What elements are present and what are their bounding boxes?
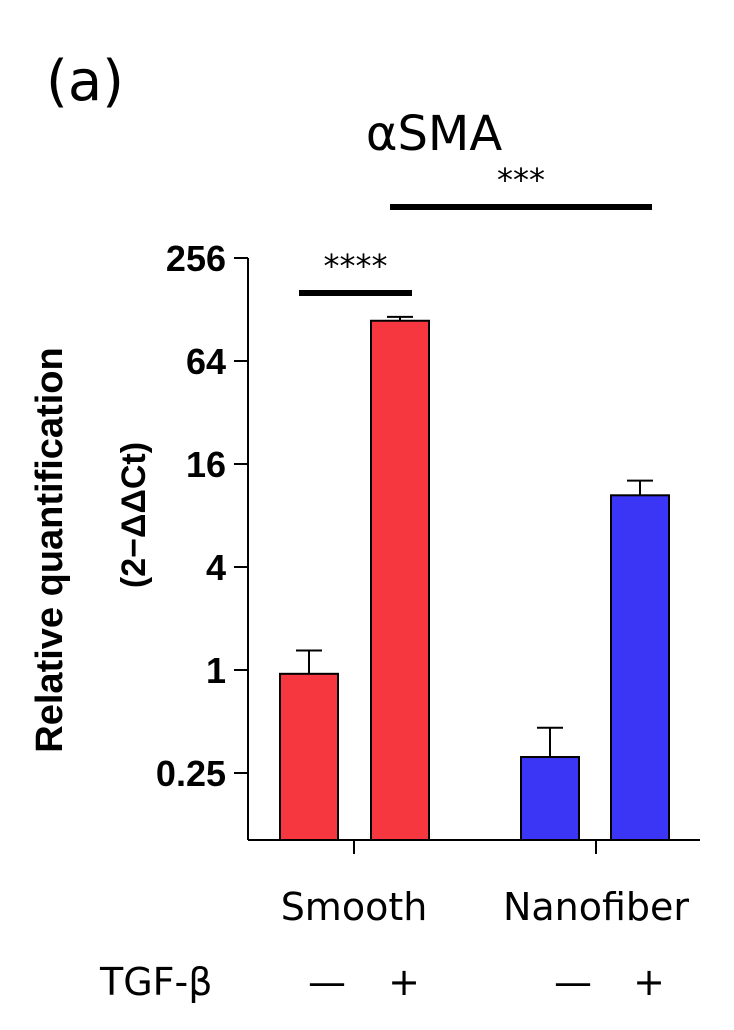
y-axis-title: Relative quantification (2−ΔΔCt) [29, 347, 153, 752]
treatment-mark-4: + [633, 960, 665, 1004]
y-tick-label: 16 [186, 444, 226, 485]
bars [279, 315, 670, 842]
bar [279, 672, 339, 841]
y-tick-label: 64 [186, 341, 226, 382]
group-label-smooth: Smooth [281, 885, 428, 929]
y-tick-label: 256 [166, 238, 226, 279]
y-axis-unit: (2−ΔΔCt) [115, 442, 153, 588]
treatment-row: TGF-β — + — + [99, 960, 665, 1004]
treatment-mark-2: + [388, 960, 420, 1004]
y-tick-label: 4 [206, 547, 226, 588]
x-axis [248, 839, 700, 854]
bar [520, 756, 580, 841]
significance-brackets: ******* [299, 161, 652, 296]
bar [610, 494, 670, 841]
y-axis: 0.25 1 4 16 64 256 [156, 238, 249, 840]
y-axis-label: Relative quantification [29, 347, 71, 752]
group-label-nanofiber: Nanofiber [503, 885, 689, 929]
significance-label: **** [324, 247, 388, 285]
y-tick-label: 0.25 [156, 753, 226, 794]
treatment-label: TGF-β [99, 960, 212, 1004]
group-labels: Smooth Nanofiber [281, 885, 690, 929]
panel-label: (a) [46, 49, 124, 114]
bar [370, 319, 430, 842]
chart-title: αSMA [366, 106, 503, 162]
significance-label: *** [497, 161, 545, 199]
y-tick-label: 1 [206, 650, 226, 691]
treatment-mark-3: — [554, 960, 592, 1004]
treatment-mark-1: — [308, 960, 346, 1004]
